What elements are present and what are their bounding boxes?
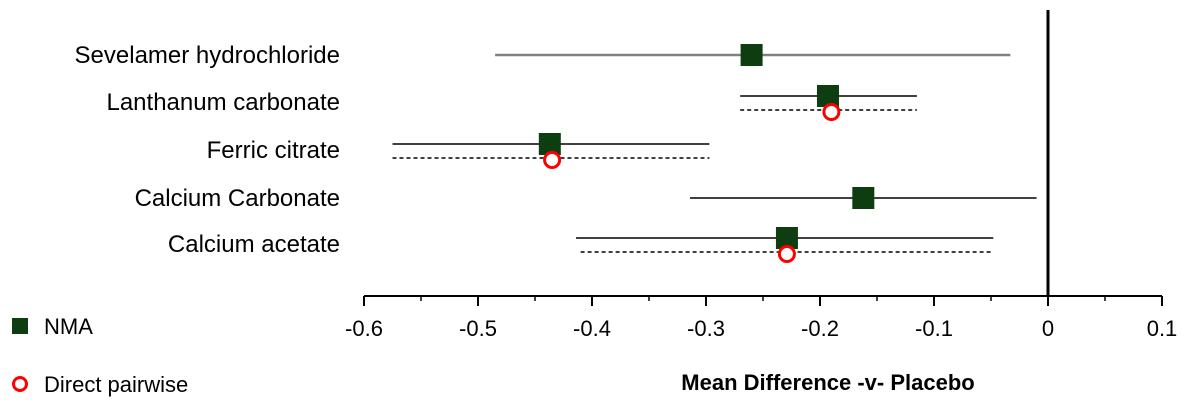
direct-pairwise-point bbox=[777, 245, 796, 263]
legend-nma-label: NMA bbox=[44, 314, 93, 339]
direct-pairwise-point bbox=[822, 103, 841, 121]
x-tick-label: -0.1 bbox=[915, 316, 953, 341]
x-tick-label: -0.5 bbox=[459, 316, 497, 341]
x-tick-label: 0 bbox=[1042, 316, 1054, 341]
legend-direct-pairwise-marker bbox=[12, 376, 28, 392]
x-tick-label: 0.1 bbox=[1147, 316, 1178, 341]
legend-nma-marker bbox=[12, 318, 28, 334]
x-tick-label: -0.4 bbox=[573, 316, 611, 341]
category-label: Ferric citrate bbox=[207, 137, 340, 164]
x-axis: -0.6 -0.5 -0.4 -0.3 -0.2 -0.1 0 0.1 bbox=[345, 10, 1177, 341]
plot-marks bbox=[392, 44, 1037, 263]
direct-pairwise-point bbox=[543, 151, 562, 169]
nma-point bbox=[775, 227, 798, 249]
nma-point bbox=[740, 44, 763, 66]
legend-direct-pairwise-label: Direct pairwise bbox=[44, 372, 188, 397]
x-axis-title: Mean Difference -v- Placebo bbox=[681, 370, 974, 395]
legend: NMA Direct pairwise bbox=[12, 314, 188, 397]
category-label: Calcium Carbonate bbox=[135, 185, 340, 212]
category-label: Calcium acetate bbox=[168, 231, 340, 258]
x-tick-label: -0.2 bbox=[801, 316, 839, 341]
nma-point bbox=[538, 133, 561, 155]
x-tick-label: -0.3 bbox=[687, 316, 725, 341]
nma-point bbox=[852, 187, 875, 209]
x-tick-label: -0.6 bbox=[345, 316, 383, 341]
category-label: Sevelamer hydrochloride bbox=[75, 42, 340, 69]
category-labels: Sevelamer hydrochloride Lanthanum carbona… bbox=[75, 42, 340, 258]
nma-point bbox=[816, 85, 839, 107]
category-label: Lanthanum carbonate bbox=[106, 89, 340, 116]
